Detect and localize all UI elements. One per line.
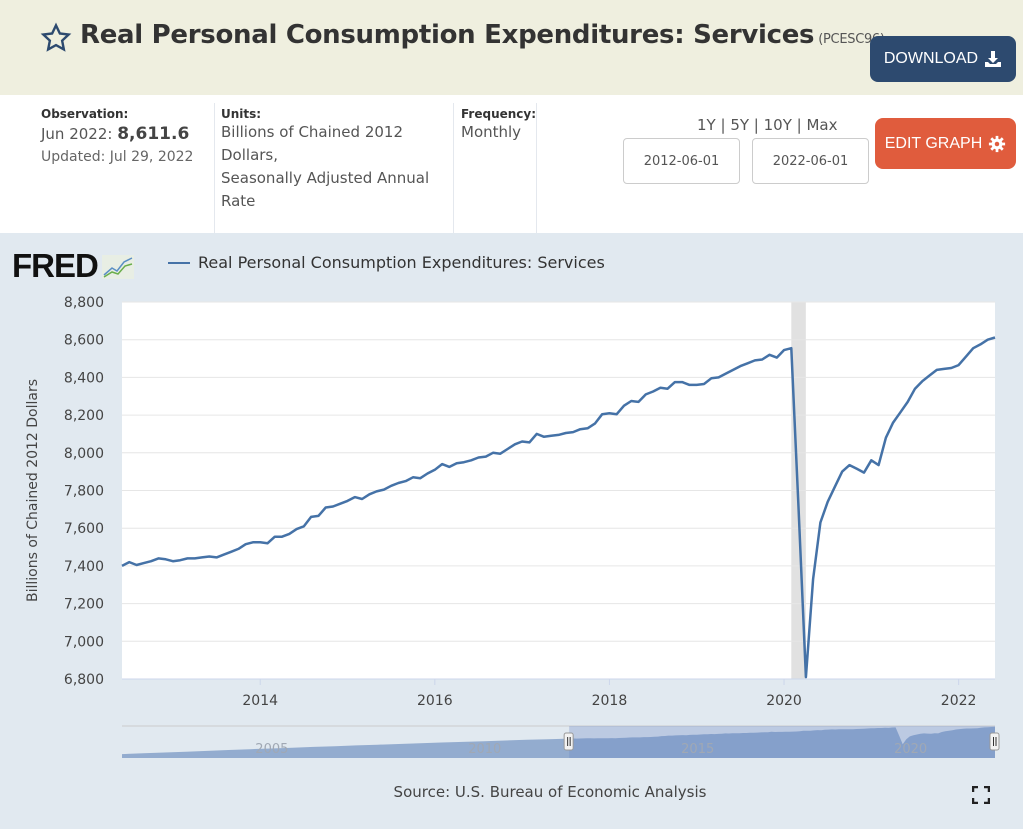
divider — [214, 103, 215, 233]
page-title: Real Personal Consumption Expenditures: … — [80, 20, 885, 50]
y-tick-label: 7,600 — [64, 521, 104, 537]
title-text: Real Personal Consumption Expenditures: … — [80, 20, 815, 50]
fred-logo: FRED — [12, 247, 134, 285]
updated-date: Updated: Jul 29, 2022 — [41, 149, 194, 165]
observation-label: Observation: — [41, 107, 129, 121]
y-axis-label: Billions of Chained 2012 Dollars — [25, 379, 41, 602]
y-tick-label: 7,000 — [64, 634, 104, 650]
x-tick-label: 2014 — [242, 693, 278, 709]
range-1y[interactable]: 1Y — [697, 116, 716, 134]
units-label: Units: — [221, 107, 262, 121]
observation-value: 8,611.6 — [117, 124, 190, 144]
edit-graph-button[interactable]: EDIT GRAPH — [875, 118, 1016, 169]
y-tick-label: 8,000 — [64, 446, 104, 462]
navigator-label: 2005 — [255, 742, 288, 757]
download-label: DOWNLOAD — [883, 50, 979, 67]
frequency-label: Frequency: — [461, 107, 537, 121]
navigator-label: 2010 — [468, 742, 501, 757]
fred-chart-icon — [101, 255, 134, 279]
download-button[interactable]: DOWNLOAD — [870, 36, 1016, 82]
y-tick-label: 7,800 — [64, 484, 104, 500]
range-selector: 1Y | 5Y | 10Y | Max — [697, 116, 838, 134]
divider — [453, 103, 454, 233]
y-tick-label: 6,800 — [64, 672, 104, 688]
navigator-selection — [569, 726, 995, 758]
fullscreen-icon[interactable] — [972, 786, 990, 804]
units-line: Rate — [221, 192, 256, 210]
units-line: Dollars, — [221, 146, 279, 164]
gear-icon — [989, 135, 1006, 152]
navigator-area — [122, 726, 995, 758]
legend-label: Real Personal Consumption Expenditures: … — [198, 253, 605, 272]
range-10y[interactable]: 10Y — [763, 116, 792, 134]
units-line: Seasonally Adjusted Annual — [221, 169, 430, 187]
series-code: (PCESC96) — [818, 32, 885, 47]
y-tick-label: 8,600 — [64, 333, 104, 349]
divider — [536, 103, 537, 233]
header: Real Personal Consumption Expenditures: … — [0, 0, 1023, 95]
y-tick-label: 8,800 — [64, 295, 104, 311]
units-section: Units: Billions of Chained 2012 Dollars,… — [221, 107, 429, 213]
series-line — [121, 336, 996, 679]
range-max[interactable]: Max — [806, 116, 838, 134]
frequency-value: Monthly — [461, 123, 522, 141]
x-tick-label: 2020 — [766, 693, 802, 709]
edit-graph-label: EDIT GRAPH — [884, 134, 983, 152]
navigator-handle[interactable] — [989, 732, 1000, 751]
star-icon[interactable] — [40, 22, 72, 54]
y-tick-label: 7,200 — [64, 597, 104, 613]
legend-line — [168, 261, 190, 264]
download-icon — [985, 51, 1002, 67]
source-text: Source: U.S. Bureau of Economic Analysis — [393, 783, 707, 801]
units-line: Billions of Chained 2012 — [221, 123, 403, 141]
end-date-input[interactable]: 2022-06-01 — [752, 138, 869, 184]
observation-date: Jun 2022: — [41, 125, 113, 143]
line-chart: 6,800 7,000 7,200 7,400 7,600 7,800 8,000 8,200… — [25, 295, 1000, 758]
navigator-label: 2020 — [894, 742, 927, 757]
x-tick-label: 2018 — [592, 693, 628, 709]
frequency-section: Frequency: Monthly — [461, 107, 536, 144]
info-bar: Observation: Jun 2022: 8,611.6 Updated: … — [0, 95, 1023, 233]
y-tick-label: 8,200 — [64, 408, 104, 424]
x-tick-label: 2016 — [417, 693, 453, 709]
x-tick-label: 2022 — [941, 693, 977, 709]
start-date-input[interactable]: 2012-06-01 — [623, 138, 740, 184]
chart-legend: Real Personal Consumption Expenditures: … — [168, 253, 605, 272]
y-tick-label: 7,400 — [64, 559, 104, 575]
chart-panel: FRED Real Personal Consumption Expenditu… — [0, 233, 1023, 829]
y-tick-label: 8,400 — [64, 370, 104, 386]
range-5y[interactable]: 5Y — [730, 116, 750, 134]
navigator-label: 2015 — [681, 742, 714, 757]
observation-section: Observation: Jun 2022: 8,611.6 Updated: … — [41, 107, 193, 169]
navigator-handle[interactable] — [563, 732, 574, 751]
